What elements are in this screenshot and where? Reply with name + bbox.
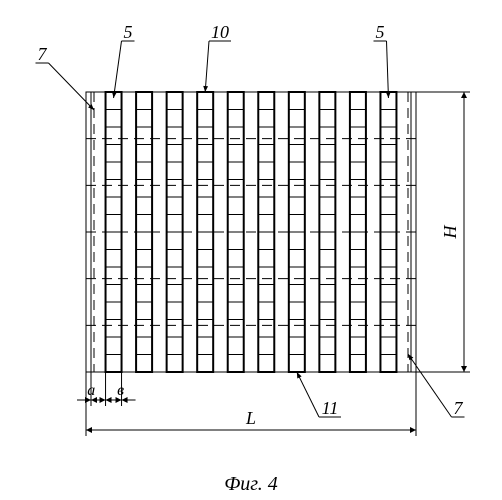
svg-text:в: в bbox=[117, 382, 124, 399]
svg-text:11: 11 bbox=[322, 398, 339, 418]
svg-text:7: 7 bbox=[38, 44, 48, 64]
svg-text:а: а bbox=[87, 382, 95, 399]
svg-text:5: 5 bbox=[376, 22, 385, 42]
svg-text:5: 5 bbox=[124, 22, 133, 42]
svg-text:H: H bbox=[440, 225, 460, 240]
svg-text:Фиг. 4: Фиг. 4 bbox=[224, 473, 278, 495]
svg-text:10: 10 bbox=[211, 22, 229, 42]
svg-text:7: 7 bbox=[454, 398, 464, 418]
figure-4-diagram: L Hа в 7 5 10 5 11 7 Фиг. 4 bbox=[0, 0, 502, 500]
svg-text:L: L bbox=[245, 408, 256, 428]
